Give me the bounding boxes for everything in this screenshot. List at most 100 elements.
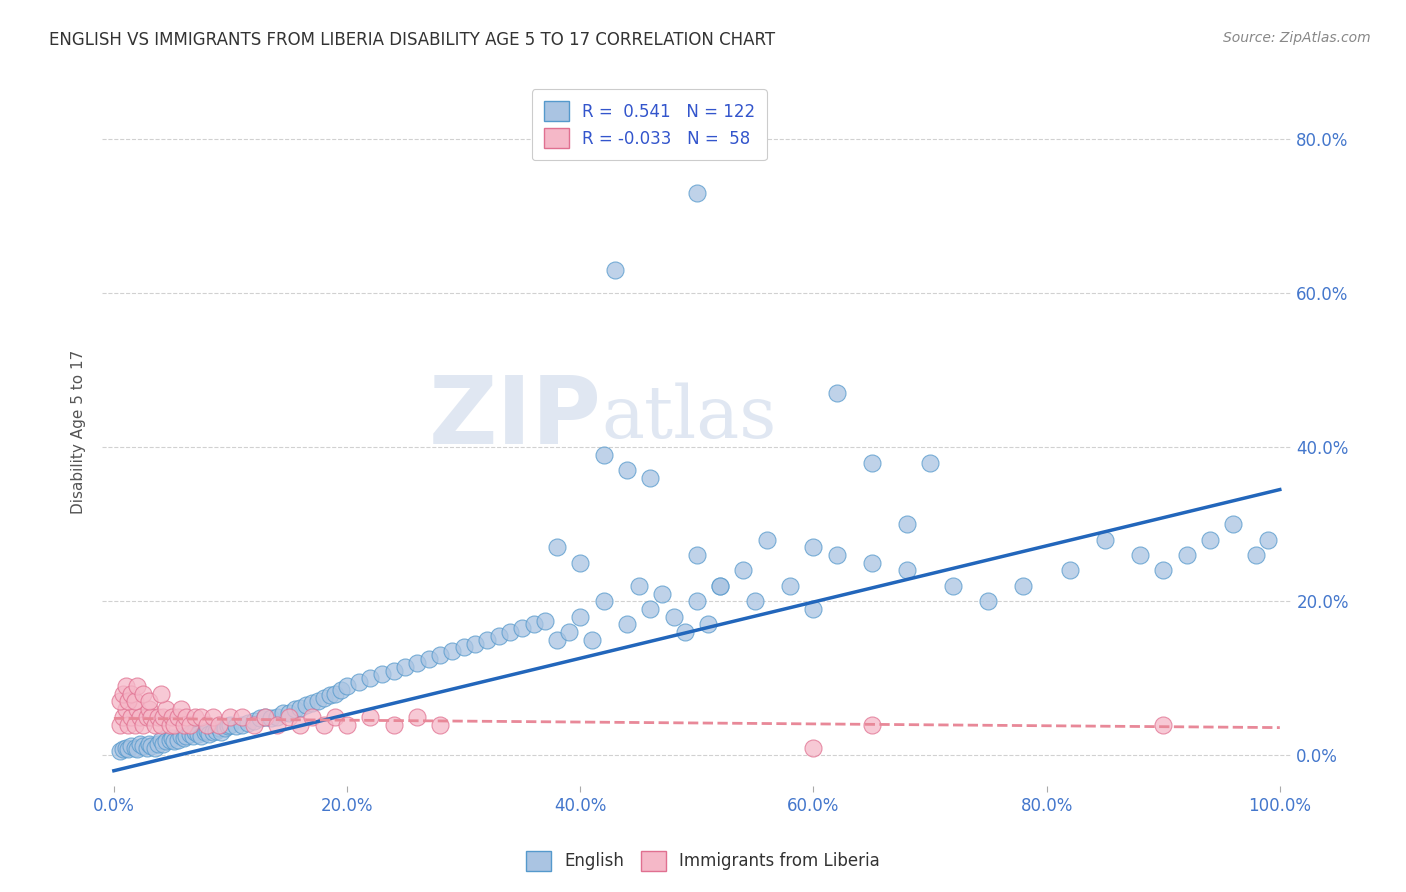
Point [359,671,381,685]
Point [117,717,139,731]
Point [167,710,190,724]
Point [382,717,405,731]
Point [260,711,283,725]
Point [152,710,174,724]
Y-axis label: Disability Age 5 to 17: Disability Age 5 to 17 [72,350,86,514]
Point [108,717,131,731]
Point [638,602,661,616]
Text: ZIP: ZIP [429,372,602,464]
Point [120,687,142,701]
Point [108,744,131,758]
Point [231,710,253,724]
Point [464,637,486,651]
Point [779,579,801,593]
Point [201,725,224,739]
Point [406,710,429,724]
Point [651,586,673,600]
Point [394,659,416,673]
Point [627,579,650,593]
Point [138,694,160,708]
Legend: English, Immigrants from Liberia: English, Immigrants from Liberia [517,842,889,880]
Point [429,717,451,731]
Point [120,710,142,724]
Point [254,710,277,724]
Point [510,621,533,635]
Point [138,702,160,716]
Point [155,702,177,716]
Point [149,717,172,731]
Point [592,594,614,608]
Point [546,541,568,555]
Point [1222,517,1244,532]
Point [336,717,359,731]
Point [217,719,239,733]
Point [1094,533,1116,547]
Point [744,594,766,608]
Point [135,710,157,724]
Point [1198,533,1220,547]
Point [1152,564,1174,578]
Point [143,740,166,755]
Point [173,717,195,731]
Point [686,548,709,562]
Point [160,710,183,724]
Point [406,656,429,670]
Point [114,702,136,716]
Point [181,729,204,743]
Point [174,710,197,724]
Point [616,463,638,477]
Point [149,687,172,701]
Point [242,717,264,731]
Point [209,725,232,739]
Text: ENGLISH VS IMMIGRANTS FROM LIBERIA DISABILITY AGE 5 TO 17 CORRELATION CHART: ENGLISH VS IMMIGRANTS FROM LIBERIA DISAB… [49,31,775,49]
Point [733,564,755,578]
Point [325,687,347,701]
Point [860,717,883,731]
Point [148,710,170,724]
Point [236,716,259,731]
Point [592,448,614,462]
Point [124,740,146,755]
Point [225,719,247,733]
Point [170,729,193,743]
Point [569,556,592,570]
Point [167,733,190,747]
Point [359,710,381,724]
Point [318,688,340,702]
Point [205,723,228,738]
Point [132,687,155,701]
Point [488,629,510,643]
Point [325,710,347,724]
Point [155,734,177,748]
Point [803,740,825,755]
Point [307,694,329,708]
Point [581,632,603,647]
Point [174,729,197,743]
Point [1246,548,1268,562]
Point [149,733,172,747]
Point [190,710,212,724]
Point [277,710,299,724]
Point [128,737,150,751]
Point [195,723,218,738]
Point [546,632,568,647]
Point [128,710,150,724]
Point [534,614,557,628]
Point [860,556,883,570]
Point [697,617,720,632]
Point [475,632,498,647]
Point [173,731,195,746]
Point [184,725,207,739]
Point [141,739,163,753]
Point [163,717,186,731]
Point [686,594,709,608]
Point [266,710,288,724]
Point [803,541,825,555]
Point [301,696,323,710]
Point [159,717,181,731]
Point [1175,548,1198,562]
Point [138,737,160,751]
Point [184,710,207,724]
Point [190,729,212,743]
Point [557,625,579,640]
